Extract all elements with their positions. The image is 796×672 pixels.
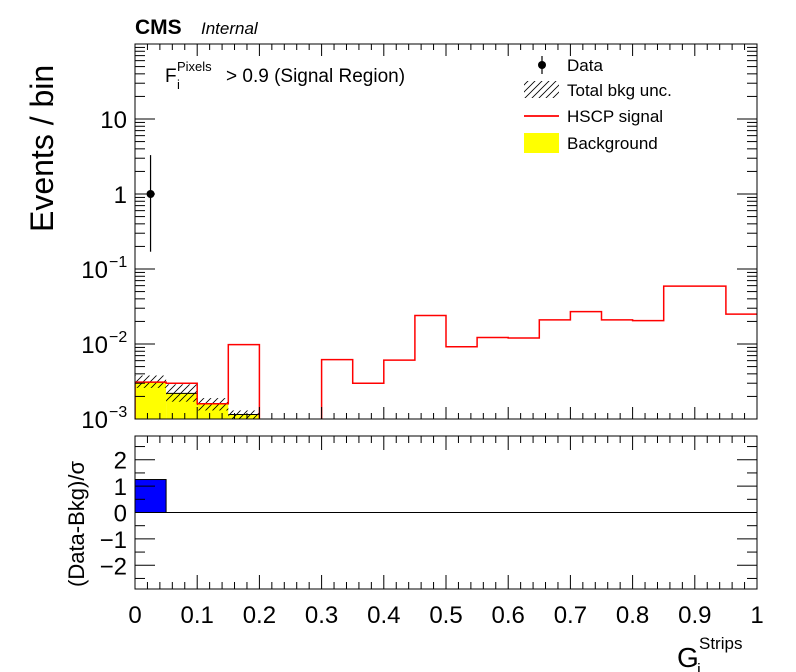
x-tick-label: 0.9 — [678, 602, 711, 629]
legend-entry-unc: Total bkg unc. — [524, 81, 672, 100]
ratio-bar — [134, 479, 167, 513]
legend-entry-data: Data — [538, 56, 603, 75]
legend-background-label: Background — [567, 134, 658, 153]
legend-background-swatch — [524, 133, 559, 153]
x-tick-label: 1 — [750, 602, 763, 629]
ratio-y-axis-label: (Data-Bkg)/σ — [64, 461, 89, 587]
ratio-y-tick-label: −2 — [100, 553, 127, 580]
x-tick-label: 0.2 — [243, 602, 276, 629]
svg-text:F: F — [165, 66, 177, 87]
x-tick-label: 0.4 — [367, 602, 400, 629]
legend-data-marker — [538, 61, 546, 69]
x-tick-label: 0 — [128, 602, 141, 629]
top-y-tick-exponent: −1 — [109, 254, 127, 271]
internal-label: Internal — [201, 19, 259, 38]
x-tick-label: 0.3 — [305, 602, 338, 629]
legend-signal-label: HSCP signal — [567, 107, 663, 126]
top-y-tick-label: 1 — [114, 182, 127, 209]
svg-text:G: G — [677, 642, 699, 672]
top-y-tick-label: 10 — [100, 107, 127, 134]
x-tick-label: 0.7 — [554, 602, 587, 629]
legend-data-label: Data — [567, 56, 603, 75]
top-plot-content — [135, 155, 757, 419]
svg-text:i: i — [177, 77, 180, 92]
x-tick-label: 0.8 — [616, 602, 649, 629]
signal-histogram — [135, 285, 757, 419]
background-bar — [135, 382, 167, 419]
ratio-y-tick-label: −1 — [100, 527, 127, 554]
ratio-y-tick-label: 2 — [114, 448, 127, 475]
region-annotation: F i Pixels > 0.9 (Signal Region) — [165, 59, 405, 92]
svg-text:i: i — [697, 660, 701, 672]
svg-text:Pixels: Pixels — [177, 59, 212, 74]
legend: Data Total bkg unc. HSCP signal Backgrou… — [524, 56, 672, 153]
legend-unc-label: Total bkg unc. — [567, 81, 672, 100]
top-y-tick-label: 10 — [81, 332, 108, 359]
ratio-y-tick-label: 0 — [114, 501, 127, 528]
x-axis-label: G i Strips — [677, 634, 742, 672]
legend-entry-signal: HSCP signal — [524, 107, 663, 126]
top-y-axis-label: Events / bin — [24, 65, 60, 232]
top-y-tick-exponent: −2 — [109, 329, 127, 346]
top-y-tick-label: 10 — [81, 407, 108, 434]
legend-unc-swatch — [524, 81, 559, 98]
ratio-y-tick-label: 1 — [114, 474, 127, 501]
x-tick-label: 0.1 — [181, 602, 214, 629]
x-tick-label: 0.6 — [492, 602, 525, 629]
svg-text:Strips: Strips — [699, 634, 742, 653]
legend-entry-background: Background — [524, 133, 658, 153]
x-tick-label: 0.5 — [429, 602, 462, 629]
ratio-plot-content — [134, 479, 757, 513]
top-y-tick-label: 10 — [81, 257, 108, 284]
top-y-tick-exponent: −3 — [109, 404, 127, 421]
cms-label: CMS — [135, 16, 182, 39]
svg-text:> 0.9 (Signal Region): > 0.9 (Signal Region) — [226, 66, 405, 87]
